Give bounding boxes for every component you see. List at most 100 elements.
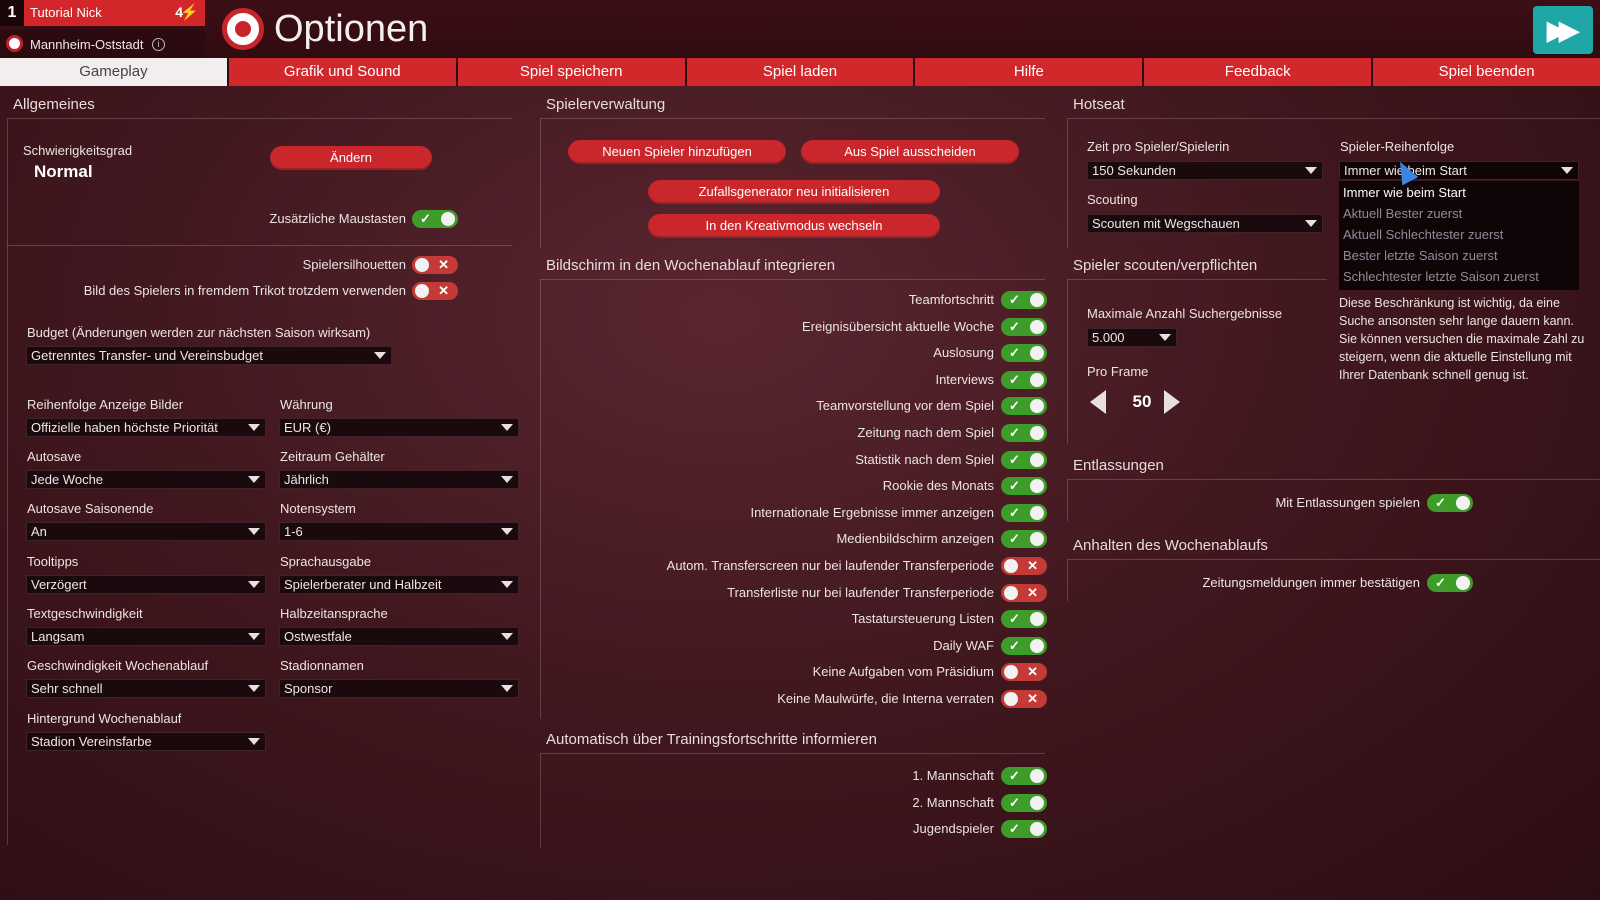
select-halbzeitansprache-value: Ostwestfale [284,629,352,644]
newspaper-confirm-toggle[interactable]: ✓ [1427,574,1473,592]
field-label-gehaelter: Zeitraum Gehälter [280,449,385,464]
toggle-switch[interactable]: ✓ [1001,636,1047,655]
toggle-label: Ereignisübersicht aktuelle Woche [802,318,994,334]
toggle-switch[interactable]: ✓ [1001,477,1047,496]
panel-difficulty [7,118,512,246]
select-waehrung[interactable]: EUR (€) [279,418,519,437]
toggle-label: Internationale Ergebnisse immer anzeigen [750,504,994,520]
select-notensystem-value: 1-6 [284,524,303,539]
toggle-switch[interactable]: ✓ [1001,503,1047,522]
panel-training [540,753,1045,848]
toggle-switch[interactable]: ✓ [1001,397,1047,416]
toggle-switch[interactable]: ✕ [1001,690,1047,708]
field-label-hintergrund: Hintergrund Wochenablauf [27,711,182,726]
tab-spiel-laden[interactable]: Spiel laden [686,58,914,86]
scouting-select[interactable]: Scouten mit Wegschauen [1087,214,1323,233]
toggle-label: 2. Mannschaft [912,794,994,810]
dropdown-option[interactable]: Aktuell Schlechtester zuerst [1343,227,1504,242]
select-autosave-saisonende[interactable]: An [26,522,266,541]
toggle-switch[interactable]: ✕ [1001,663,1047,682]
select-autosave-saisonende-value: An [31,524,47,539]
decrease-arrow-icon[interactable] [1090,390,1106,414]
reinit-random-button[interactable]: Zufallsgenerator neu initialisieren [648,180,940,204]
select-hintergrund[interactable]: Stadion Vereinsfarbe [26,732,266,751]
foreign-shirt-label: Bild des Spielers in fremdem Trikot trot… [83,283,406,298]
dismissals-toggle[interactable]: ✓ [1427,494,1473,512]
select-halbzeitansprache[interactable]: Ostwestfale [279,627,519,646]
dropdown-option[interactable]: Immer wie beim Start [1343,185,1466,200]
toggle-switch[interactable]: ✓ [1001,450,1047,469]
foreign-shirt-toggle[interactable]: ✕ [412,282,458,300]
tab-grafik-und-sound[interactable]: Grafik und Sound [228,58,456,86]
player-order-value: Immer wie beim Start [1344,163,1467,178]
chevron-down-icon [248,476,260,483]
toggle-switch[interactable]: ✓ [1001,793,1047,812]
select-stadionnamen[interactable]: Sponsor [279,679,519,698]
select-geschwindigkeit[interactable]: Sehr schnell [26,679,266,698]
toggle-switch[interactable]: ✓ [1001,291,1047,309]
toggle-label: Interviews [935,371,994,387]
dropdown-option[interactable]: Schlechtester letzte Saison zuerst [1343,269,1539,284]
toggle-switch[interactable]: ✓ [1001,610,1047,629]
field-label-tooltipps: Tooltipps [27,554,79,569]
tab-spiel-beenden[interactable]: Spiel beenden [1373,58,1600,86]
toggle-knob [1030,769,1044,783]
fast-forward-button[interactable]: ▶▶ [1533,6,1593,54]
select-bilder[interactable]: Offizielle haben höchste Priorität [26,418,266,437]
toggle-switch[interactable]: ✕ [1001,557,1047,575]
chevron-down-icon [248,738,260,745]
toggle-switch[interactable]: ✓ [1001,317,1047,336]
chevron-down-icon [501,685,513,692]
chevron-down-icon [248,528,260,535]
budget-select[interactable]: Getrenntes Transfer- und Vereinsbudget [26,346,392,365]
toggle-switch[interactable]: ✓ [1001,530,1047,549]
player-nick-bar[interactable]: Tutorial Nick 4 ⚡ [24,0,205,26]
tab-hilfe[interactable]: Hilfe [915,58,1143,86]
player-rank: 1 [0,0,24,26]
dropdown-option[interactable]: Aktuell Bester zuerst [1343,206,1463,221]
field-label-sprachausgabe: Sprachausgabe [280,554,372,569]
dismissals-label: Mit Entlassungen spielen [1275,495,1420,510]
toggle-switch[interactable]: ✓ [1001,424,1047,442]
panel-scouting [1067,279,1327,444]
cross-icon: ✕ [1027,558,1038,573]
chevron-down-icon [248,633,260,640]
toggle-switch[interactable]: ✓ [1001,370,1047,389]
change-difficulty-button[interactable]: Ändern [270,146,432,170]
tab-feedback[interactable]: Feedback [1144,58,1372,86]
creative-mode-button[interactable]: In den Kreativmodus wechseln [648,214,940,238]
tab-gameplay[interactable]: Gameplay [0,58,227,86]
select-gehaelter[interactable]: Jährlich [279,470,519,489]
select-autosave[interactable]: Jede Woche [26,470,266,489]
max-results-select[interactable]: 5.000 [1087,328,1177,347]
extra-mouse-toggle[interactable]: ✓ [412,210,458,228]
time-per-player-select[interactable]: 150 Sekunden [1087,161,1323,180]
toggle-switch[interactable]: ✕ [1001,583,1047,602]
select-sprachausgabe[interactable]: Spielerberater und Halbzeit [279,575,519,594]
info-icon[interactable]: i [152,38,165,51]
player-order-select[interactable]: Immer wie beim Start [1339,161,1579,180]
field-label-autosave-saisonende: Autosave Saisonende [27,501,154,516]
check-icon: ✓ [1009,371,1020,387]
tab-spiel-speichern[interactable]: Spiel speichern [457,58,685,86]
select-tooltipps[interactable]: Verzögert [26,575,266,594]
toggle-knob [1030,399,1044,414]
club-row[interactable]: Mannheim-Oststadt i [0,30,205,58]
extra-mouse-label: Zusätzliche Maustasten [269,211,406,226]
select-notensystem[interactable]: 1-6 [279,522,519,541]
add-player-button[interactable]: Neuen Spieler hinzufügen [568,140,786,164]
silhouettes-toggle[interactable]: ✕ [412,256,458,274]
dropdown-option[interactable]: Bester letzte Saison zuerst [1343,248,1498,263]
toggle-switch[interactable]: ✓ [1001,820,1047,839]
per-frame-value: 50 [1132,392,1152,411]
select-textgeschwindigkeit[interactable]: Langsam [26,627,266,646]
chevron-down-icon [501,528,513,535]
toggle-switch[interactable]: ✓ [1001,344,1047,363]
field-label-stadionnamen: Stadionnamen [280,658,364,673]
increase-arrow-icon[interactable] [1164,390,1180,414]
leave-game-button[interactable]: Aus Spiel ausscheiden [801,140,1019,164]
toggle-switch[interactable]: ✓ [1001,767,1047,785]
top-bar [0,0,1600,58]
toggle-knob [1030,479,1044,494]
toggle-label: Medienbildschirm anzeigen [836,531,994,547]
